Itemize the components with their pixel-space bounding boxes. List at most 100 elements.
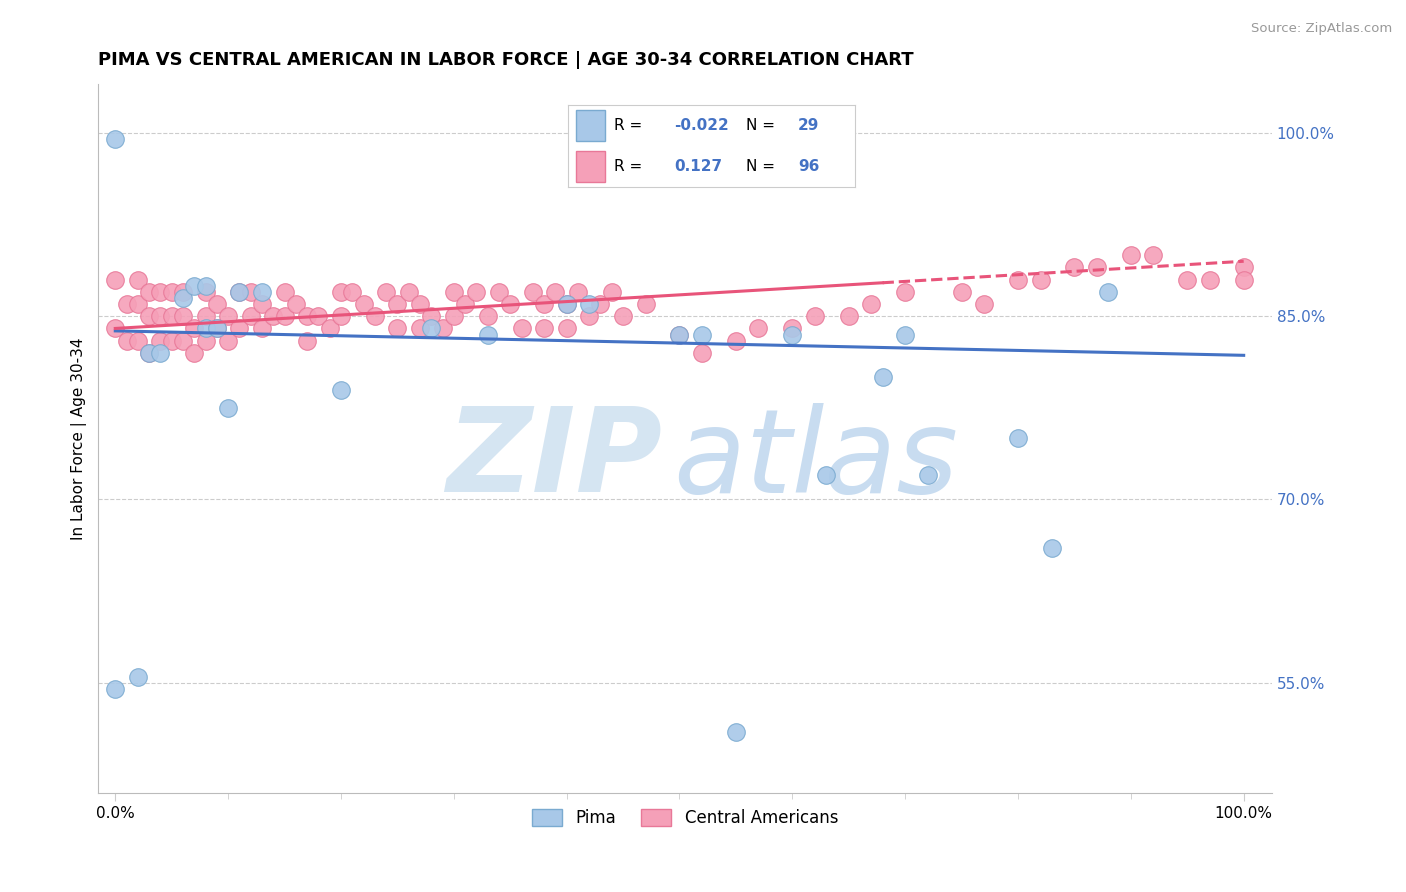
- Point: [217, 310, 239, 324]
- Point: [239, 285, 262, 299]
- Point: [250, 285, 273, 299]
- Point: [183, 278, 205, 293]
- Point: [1119, 248, 1142, 262]
- Point: [555, 321, 578, 335]
- Point: [724, 724, 747, 739]
- Point: [194, 321, 217, 335]
- Point: [194, 278, 217, 293]
- Point: [127, 272, 149, 286]
- Legend: Pima, Central Americans: Pima, Central Americans: [526, 803, 845, 834]
- Point: [353, 297, 375, 311]
- Text: Source: ZipAtlas.com: Source: ZipAtlas.com: [1251, 22, 1392, 36]
- Point: [1097, 285, 1119, 299]
- Point: [1198, 272, 1220, 286]
- Point: [690, 346, 713, 360]
- Point: [634, 297, 657, 311]
- Point: [330, 310, 353, 324]
- Point: [917, 468, 939, 483]
- Point: [138, 285, 160, 299]
- Point: [668, 327, 690, 342]
- Point: [398, 285, 420, 299]
- Point: [690, 327, 713, 342]
- Point: [420, 321, 443, 335]
- Point: [138, 310, 160, 324]
- Point: [555, 297, 578, 311]
- Point: [172, 285, 194, 299]
- Point: [127, 334, 149, 348]
- Point: [194, 310, 217, 324]
- Point: [284, 297, 307, 311]
- Point: [330, 383, 353, 397]
- Point: [804, 310, 827, 324]
- Point: [273, 310, 295, 324]
- Point: [104, 321, 127, 335]
- Point: [522, 285, 544, 299]
- Point: [250, 321, 273, 335]
- Point: [295, 310, 318, 324]
- Point: [894, 285, 917, 299]
- Point: [342, 285, 364, 299]
- Point: [600, 285, 623, 299]
- Point: [149, 346, 172, 360]
- Point: [578, 310, 600, 324]
- Point: [239, 310, 262, 324]
- Point: [1063, 260, 1085, 275]
- Point: [544, 285, 567, 299]
- Point: [510, 321, 533, 335]
- Point: [104, 132, 127, 146]
- Point: [183, 321, 205, 335]
- Point: [894, 327, 917, 342]
- Point: [872, 370, 894, 384]
- Point: [612, 310, 634, 324]
- Point: [724, 334, 747, 348]
- Point: [295, 334, 318, 348]
- Point: [1007, 431, 1029, 445]
- Point: [318, 321, 340, 335]
- Point: [589, 297, 612, 311]
- Point: [104, 681, 127, 696]
- Point: [578, 297, 600, 311]
- Point: [443, 285, 465, 299]
- Point: [183, 346, 205, 360]
- Point: [555, 297, 578, 311]
- Point: [420, 310, 443, 324]
- Point: [465, 285, 488, 299]
- Point: [115, 297, 138, 311]
- Point: [375, 285, 398, 299]
- Point: [973, 297, 995, 311]
- Point: [228, 285, 250, 299]
- Point: [477, 327, 499, 342]
- Point: [205, 297, 228, 311]
- Point: [127, 670, 149, 684]
- Point: [205, 321, 228, 335]
- Point: [747, 321, 769, 335]
- Point: [838, 310, 860, 324]
- Point: [205, 321, 228, 335]
- Point: [104, 272, 127, 286]
- Point: [330, 285, 353, 299]
- Point: [815, 468, 838, 483]
- Text: PIMA VS CENTRAL AMERICAN IN LABOR FORCE | AGE 30-34 CORRELATION CHART: PIMA VS CENTRAL AMERICAN IN LABOR FORCE …: [98, 51, 914, 69]
- Point: [1085, 260, 1108, 275]
- Point: [533, 297, 555, 311]
- Point: [533, 321, 555, 335]
- Point: [149, 310, 172, 324]
- Point: [149, 285, 172, 299]
- Point: [782, 321, 804, 335]
- Point: [860, 297, 883, 311]
- Point: [1175, 272, 1198, 286]
- Point: [567, 285, 589, 299]
- Text: ZIP: ZIP: [446, 402, 662, 517]
- Y-axis label: In Labor Force | Age 30-34: In Labor Force | Age 30-34: [72, 337, 87, 540]
- Point: [488, 285, 510, 299]
- Point: [160, 285, 183, 299]
- Point: [149, 334, 172, 348]
- Point: [454, 297, 477, 311]
- Point: [160, 334, 183, 348]
- Point: [262, 310, 284, 324]
- Point: [1233, 272, 1256, 286]
- Point: [194, 334, 217, 348]
- Point: [194, 285, 217, 299]
- Point: [138, 346, 160, 360]
- Point: [228, 285, 250, 299]
